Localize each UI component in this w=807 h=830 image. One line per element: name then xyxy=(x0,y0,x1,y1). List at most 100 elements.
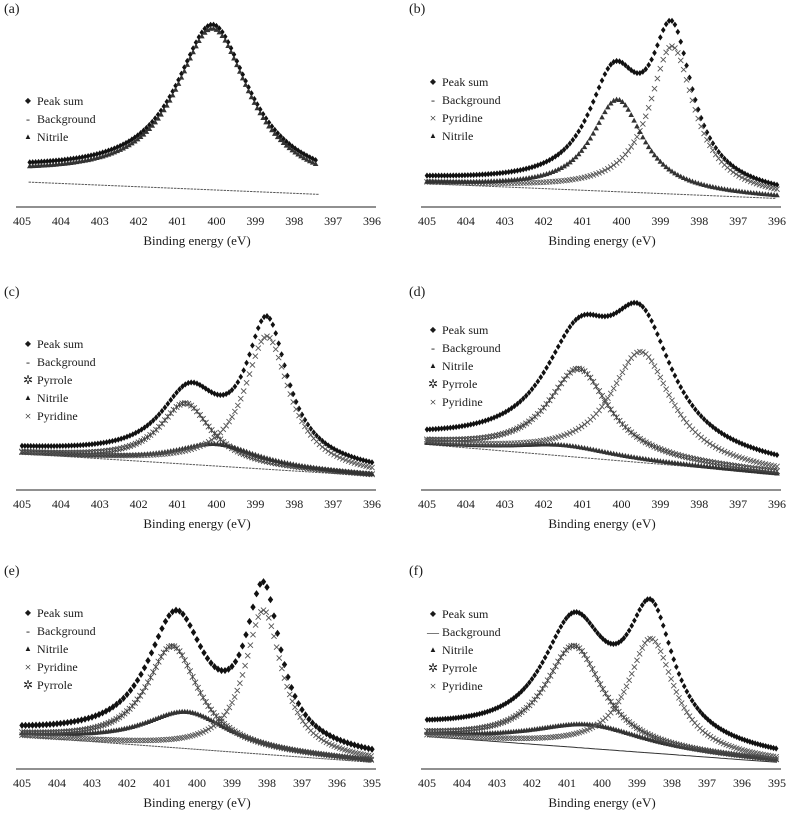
data-point-pyridine xyxy=(58,734,65,741)
legend-item-nitrile: ▲ Nitrile xyxy=(22,128,96,146)
data-point-peak-sum xyxy=(225,38,231,46)
data-point-pyridine xyxy=(610,385,617,392)
data-point-pyrrole xyxy=(598,392,606,399)
data-point-nitrile xyxy=(213,26,220,32)
data-point-nitrile xyxy=(683,176,690,182)
data-point-pyridine xyxy=(50,734,57,741)
data-point-nitrile xyxy=(242,81,249,87)
x-tick-label: 400 xyxy=(207,497,225,511)
data-point-peak-sum xyxy=(773,745,779,752)
data-point-pyridine xyxy=(686,713,693,720)
legend-marker-asterisk-icon: ✲ xyxy=(22,678,34,692)
data-point-peak-sum xyxy=(582,311,587,318)
data-point-pyridine xyxy=(594,721,601,728)
data-point-pyridine xyxy=(500,735,507,742)
data-point-pyridine xyxy=(727,167,734,173)
data-point-peak-sum xyxy=(750,739,755,746)
data-point-pyrrole xyxy=(196,411,204,419)
series-pyrrole xyxy=(423,365,781,475)
data-point-peak-sum xyxy=(527,679,532,686)
data-point-pyrrole xyxy=(171,643,178,650)
data-point-nitrile xyxy=(312,160,319,167)
data-point-nitrile xyxy=(172,86,179,92)
data-point-nitrile xyxy=(137,134,144,140)
data-point-peak-sum xyxy=(56,157,62,164)
data-point-pyridine xyxy=(712,444,719,451)
legend-marker-dash-icon: - xyxy=(26,112,30,126)
data-point-pyrrole xyxy=(594,676,601,683)
data-point-pyrrole xyxy=(152,663,159,670)
data-point-nitrile xyxy=(622,102,629,108)
data-point-nitrile xyxy=(634,123,640,129)
x-tick-label: 398 xyxy=(258,776,276,790)
data-point-peak-sum xyxy=(145,656,151,665)
data-point-nitrile xyxy=(645,144,652,150)
data-point-pyridine xyxy=(497,735,504,741)
data-point-pyridine xyxy=(521,735,528,742)
data-point-pyridine xyxy=(231,694,238,700)
data-point-peak-sum xyxy=(495,704,501,711)
data-point-pyridine xyxy=(158,737,165,743)
data-point-pyrrole xyxy=(558,380,565,387)
data-point-peak-sum xyxy=(424,172,430,179)
data-point-pyridine xyxy=(82,735,88,742)
data-point-peak-sum xyxy=(596,84,602,91)
data-point-pyrrole xyxy=(573,643,580,650)
data-point-pyridine xyxy=(689,97,696,104)
data-point-peak-sum xyxy=(485,171,491,178)
data-point-pyrrole xyxy=(444,727,452,734)
data-point-pyridine xyxy=(121,737,128,744)
data-point-pyridine xyxy=(677,57,684,64)
data-point-pyridine xyxy=(126,737,133,744)
data-point-pyridine xyxy=(544,734,551,741)
data-point-pyrrole xyxy=(116,714,123,721)
legend-label: Background xyxy=(442,341,501,355)
data-point-peak-sum xyxy=(194,635,200,644)
data-point-peak-sum xyxy=(159,624,165,633)
data-point-peak-sum xyxy=(558,338,564,345)
data-point-pyrrole xyxy=(591,671,599,678)
data-point-pyrrole xyxy=(42,729,49,736)
data-point-pyridine xyxy=(484,734,491,741)
data-point-peak-sum xyxy=(439,425,444,432)
data-point-pyridine xyxy=(639,645,646,651)
data-point-peak-sum xyxy=(129,136,135,143)
data-point-pyrrole xyxy=(762,466,769,473)
data-point-peak-sum xyxy=(85,153,91,160)
x-tick-label: 402 xyxy=(523,776,541,790)
data-point-pyridine xyxy=(671,45,678,51)
data-point-peak-sum xyxy=(243,631,249,639)
chart-panel-e: 405 404 403 402 401 400 399 398 397 396 395 Binding… xyxy=(0,562,390,830)
data-point-pyrrole xyxy=(202,419,209,426)
data-point-peak-sum xyxy=(47,158,53,165)
data-point-peak-sum xyxy=(545,649,551,656)
data-point-peak-sum xyxy=(462,422,468,429)
data-point-pyridine xyxy=(534,735,541,741)
data-point-pyridine xyxy=(774,463,780,470)
data-point-peak-sum xyxy=(571,609,577,616)
data-point-peak-sum xyxy=(456,714,461,721)
data-point-peak-sum xyxy=(666,639,671,646)
legend-marker-triangle-icon: ▲ xyxy=(24,644,32,653)
data-point-pyridine xyxy=(681,705,688,711)
series-pyridine xyxy=(19,607,375,759)
data-point-peak-sum xyxy=(566,612,572,619)
data-point-peak-sum xyxy=(306,715,312,723)
legend-label: Nitrile xyxy=(442,359,474,373)
legend-item-pyrrole: ✲ Pyrrole xyxy=(22,676,96,694)
data-point-peak-sum xyxy=(208,21,213,28)
data-point-pyridine xyxy=(163,736,170,743)
legend-item-nitrile: ▲ Nitrile xyxy=(22,389,96,407)
data-point-pyridine xyxy=(623,683,630,690)
data-point-peak-sum xyxy=(608,61,614,68)
data-point-peak-sum xyxy=(100,149,106,156)
chart-panel-b: 405 404 403 402 401 400 399 398 397 396 Binding en… xyxy=(405,0,795,268)
data-point-peak-sum xyxy=(503,700,509,707)
data-point-peak-sum xyxy=(153,414,159,421)
data-point-peak-sum xyxy=(435,716,440,723)
data-point-peak-sum xyxy=(344,739,351,747)
data-point-peak-sum xyxy=(264,583,270,591)
data-point-pyridine xyxy=(625,148,632,154)
data-point-peak-sum xyxy=(183,615,190,623)
data-point-nitrile xyxy=(637,128,643,134)
